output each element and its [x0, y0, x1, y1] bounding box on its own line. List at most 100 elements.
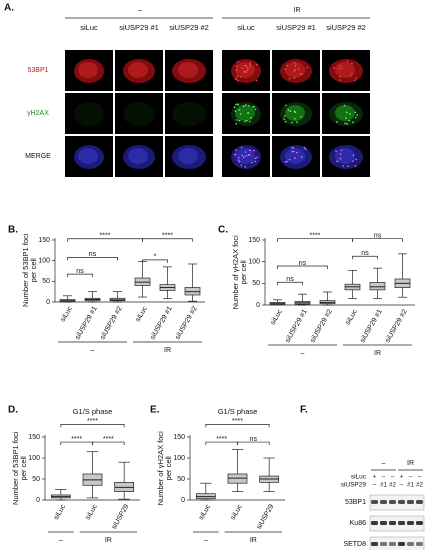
lane-label: –: [418, 475, 422, 481]
focus: [339, 64, 342, 67]
nucleus: [172, 102, 206, 126]
significance-bracket: [352, 238, 403, 242]
focus: [288, 158, 291, 161]
focus: [256, 63, 258, 66]
band: [398, 521, 405, 525]
focus: [294, 157, 296, 159]
row-label: siLuc: [351, 474, 367, 481]
significance-bracket: [92, 441, 125, 446]
y-tick-label: 150: [248, 237, 260, 244]
focus: [284, 161, 287, 163]
significance-bracket: [142, 238, 193, 242]
x-tick-label: siLuc: [230, 503, 244, 521]
panel-label: B.: [8, 225, 18, 236]
focus: [352, 121, 354, 124]
significance-label: ****: [100, 233, 111, 240]
significance-bracket: [352, 255, 378, 260]
focus: [286, 64, 289, 67]
focus: [283, 115, 286, 117]
nucleus-core: [178, 62, 198, 78]
nucleus-core: [128, 62, 148, 78]
focus: [240, 75, 242, 78]
x-tick-label: siLuc: [53, 503, 67, 521]
focus: [244, 71, 247, 74]
significance-bracket: [60, 424, 125, 428]
focus: [292, 150, 295, 153]
focus: [293, 76, 296, 79]
significance-label: ns: [299, 260, 307, 267]
focus: [289, 110, 292, 112]
focus: [300, 156, 303, 158]
band: [389, 542, 396, 546]
focus: [293, 110, 296, 113]
focus: [294, 64, 297, 67]
band: [371, 542, 378, 546]
significance-label: ns: [89, 251, 97, 258]
focus: [297, 68, 300, 70]
focus: [339, 79, 342, 81]
focus: [249, 120, 251, 123]
focus: [339, 75, 342, 78]
lane-label: –: [373, 483, 377, 489]
significance-bracket: [142, 259, 168, 263]
significance-label: ****: [232, 418, 243, 425]
nucleus-core: [78, 148, 98, 164]
focus: [352, 160, 354, 162]
significance-label: ****: [71, 436, 82, 443]
focus: [244, 151, 247, 153]
lane-label: –: [400, 483, 404, 489]
y-tick-label: 100: [173, 455, 185, 462]
nucleus-core: [285, 148, 305, 164]
focus: [291, 146, 293, 149]
significance-label: ns: [250, 436, 258, 443]
focus: [244, 166, 247, 168]
group-label: IR: [294, 7, 301, 14]
focus: [333, 67, 335, 69]
nucleus-core: [178, 148, 198, 164]
focus: [249, 63, 251, 65]
band-label: 53BP1: [345, 499, 366, 506]
panel-label: E.: [150, 405, 160, 416]
focus: [248, 154, 251, 156]
focus: [243, 64, 246, 67]
focus: [288, 77, 291, 80]
band: [389, 500, 396, 504]
focus: [246, 66, 248, 69]
row-label: γH2AX: [27, 110, 49, 117]
band: [371, 500, 378, 504]
focus: [245, 104, 247, 106]
blot: [369, 494, 425, 511]
y-tick-label: 150: [28, 434, 40, 441]
focus: [335, 150, 337, 153]
y-tick-label: 50: [42, 278, 50, 285]
focus: [285, 120, 287, 123]
significance-label: *: [154, 254, 157, 261]
y-tick-label: 0: [46, 299, 50, 306]
x-tick-label: siLuc: [198, 503, 212, 521]
focus: [237, 159, 240, 161]
lane-label: #2: [416, 483, 423, 489]
significance-bracket: [205, 424, 270, 428]
group-label: IR: [105, 537, 112, 544]
panel-label: F.: [300, 405, 308, 416]
focus: [306, 66, 308, 69]
nucleus: [74, 102, 104, 126]
focus: [339, 153, 342, 155]
focus: [233, 106, 236, 108]
focus: [349, 113, 351, 115]
significance-bracket: [237, 441, 270, 446]
focus: [346, 60, 349, 63]
group-label: –: [91, 347, 95, 354]
panel-label: C.: [218, 225, 228, 236]
focus: [296, 121, 298, 123]
significance-label: ns: [286, 276, 294, 283]
focus: [300, 115, 303, 118]
focus: [303, 146, 306, 149]
panel-label: A.: [4, 3, 14, 14]
focus: [238, 119, 241, 122]
focus: [241, 67, 244, 69]
focus: [234, 153, 236, 156]
focus: [248, 104, 250, 107]
focus: [253, 106, 256, 108]
